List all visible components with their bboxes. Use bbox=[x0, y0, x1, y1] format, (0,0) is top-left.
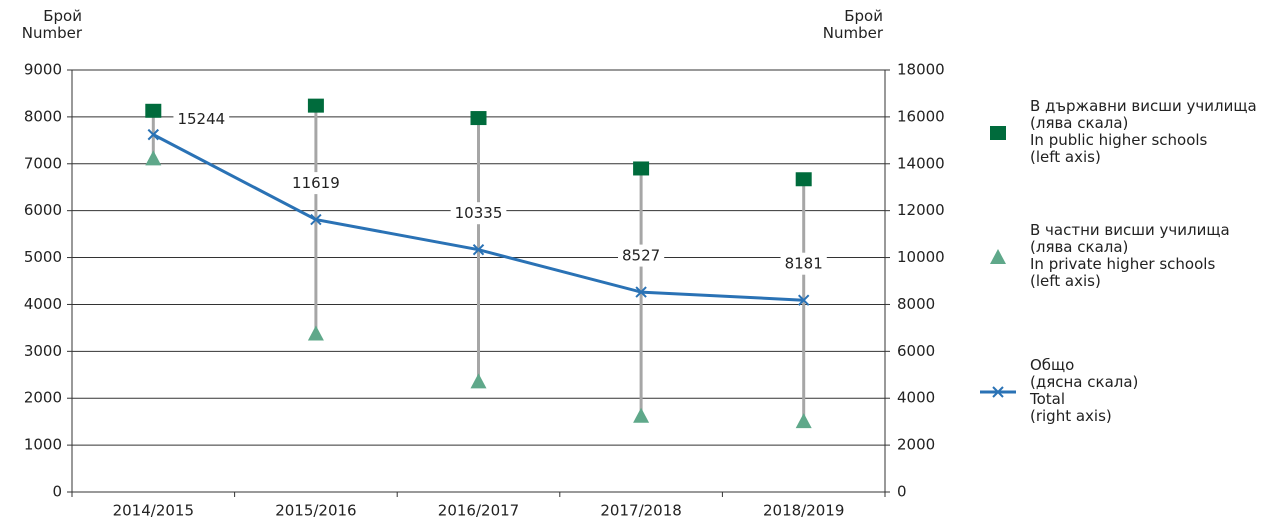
marker bbox=[635, 286, 647, 298]
data-label-bg bbox=[780, 252, 827, 275]
y-tick-label: 4000 bbox=[24, 295, 62, 313]
marker bbox=[470, 373, 487, 389]
y-tick-label: 0 bbox=[52, 483, 62, 501]
marker bbox=[633, 161, 650, 176]
marker bbox=[145, 103, 162, 118]
y2-tick-label: 16000 bbox=[897, 107, 945, 125]
data-label: 8527 bbox=[622, 247, 660, 265]
y-tick-label: 1000 bbox=[24, 436, 62, 454]
marker bbox=[470, 111, 487, 126]
marker bbox=[307, 325, 324, 341]
marker bbox=[795, 413, 812, 429]
y2-tick-label: 14000 bbox=[897, 154, 945, 172]
data-label: 10335 bbox=[455, 204, 503, 222]
marker bbox=[795, 172, 812, 187]
legend-marker bbox=[990, 126, 1006, 140]
y2-tick-label: 18000 bbox=[897, 61, 945, 79]
y2-tick-label: 12000 bbox=[897, 201, 945, 219]
y2-tick-label: 6000 bbox=[897, 342, 935, 360]
y-tick-label: 9000 bbox=[24, 61, 62, 79]
data-label-bg bbox=[288, 172, 344, 195]
y-tick-label: 5000 bbox=[24, 248, 62, 266]
x-tick-label: 2015/2016 bbox=[275, 502, 356, 520]
y-tick-label: 7000 bbox=[24, 154, 62, 172]
marker bbox=[145, 150, 162, 166]
data-label-bg bbox=[173, 108, 230, 131]
y-tick-label: 6000 bbox=[24, 201, 62, 219]
data-label: 11619 bbox=[292, 174, 340, 192]
y2-axis-label: Брой Number bbox=[822, 7, 883, 42]
y2-tick-label: 2000 bbox=[897, 436, 935, 454]
x-tick-label: 2016/2017 bbox=[438, 502, 519, 520]
legend-label: В частни висши училища (лява скала) In p… bbox=[1030, 221, 1230, 290]
legend-marker bbox=[990, 249, 1006, 264]
data-label-bg bbox=[450, 202, 507, 225]
x-tick-label: 2017/2018 bbox=[600, 502, 681, 520]
y2-tick-label: 10000 bbox=[897, 248, 945, 266]
x-tick-label: 2014/2015 bbox=[113, 502, 194, 520]
data-label-bg bbox=[618, 244, 665, 267]
marker bbox=[307, 98, 324, 113]
y-axis-label: Брой Number bbox=[21, 7, 82, 42]
data-label: 8181 bbox=[785, 255, 823, 273]
marker bbox=[310, 213, 322, 226]
y-tick-label: 3000 bbox=[24, 342, 62, 360]
marker bbox=[147, 128, 160, 141]
legend-label: Общо (дясна скала) Total (right axis) bbox=[1030, 356, 1139, 425]
data-label: 15244 bbox=[177, 110, 225, 128]
y2-tick-label: 8000 bbox=[897, 295, 935, 313]
marker bbox=[633, 407, 650, 423]
legend-label: В държавни висши училища (лява скала) In… bbox=[1030, 97, 1257, 166]
marker bbox=[797, 294, 810, 306]
y2-tick-label: 0 bbox=[897, 483, 907, 501]
legend-marker bbox=[992, 386, 1004, 398]
y2-tick-label: 4000 bbox=[897, 389, 935, 407]
marker bbox=[472, 243, 485, 256]
y-tick-label: 8000 bbox=[24, 107, 62, 125]
x-tick-label: 2018/2019 bbox=[763, 502, 844, 520]
y-tick-label: 2000 bbox=[24, 389, 62, 407]
